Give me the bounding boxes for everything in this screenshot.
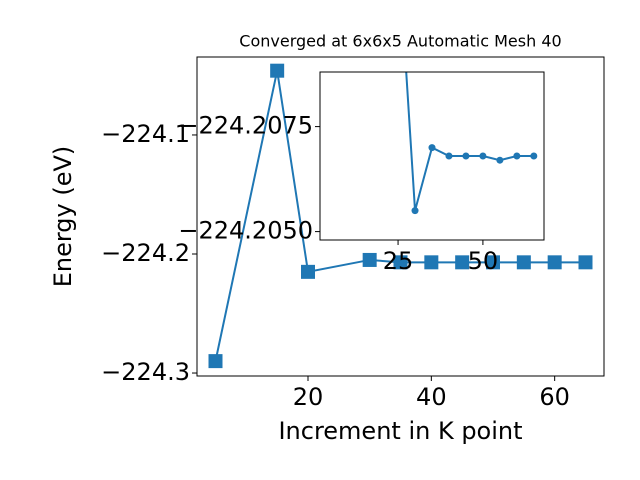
x-tick-label: 25 (383, 247, 414, 275)
marker (547, 255, 562, 270)
x-tick-label: 20 (293, 383, 324, 411)
x-tick-label: 60 (539, 383, 570, 411)
marker (411, 207, 419, 215)
marker (455, 255, 470, 270)
y-tick-label: −224.2075 (178, 112, 313, 140)
y-tick-label: −224.1 (101, 120, 190, 148)
axes-frame (196, 56, 605, 377)
chart-title: Converged at 6x6x5 Automatic Mesh 40 (239, 32, 561, 51)
marker (270, 63, 285, 78)
marker (516, 255, 531, 270)
marker (428, 144, 436, 152)
marker (208, 354, 223, 369)
y-tick-label: −224.3 (101, 358, 190, 386)
plot-layer (405, 72, 538, 215)
marker (301, 264, 315, 279)
y-tick-label: −224.2050 (178, 217, 313, 245)
marker (479, 152, 487, 160)
marker (496, 156, 504, 164)
marker (513, 152, 521, 160)
marker (530, 152, 538, 160)
plot-layer (208, 63, 593, 369)
y-axis-label: Energy (eV) (49, 146, 77, 288)
marker (424, 255, 439, 270)
marker (462, 152, 470, 160)
marker (362, 252, 377, 267)
axes-frame (319, 71, 545, 241)
x-tick-label: 50 (468, 247, 499, 275)
marker (393, 255, 408, 270)
marker (578, 255, 593, 270)
x-axis-label: Increment in K point (278, 417, 522, 445)
x-tick-label: 40 (416, 383, 447, 411)
marker (486, 255, 500, 270)
y-tick-label: −224.2 (101, 239, 190, 267)
plot-area (320, 72, 544, 240)
marker (445, 152, 453, 160)
